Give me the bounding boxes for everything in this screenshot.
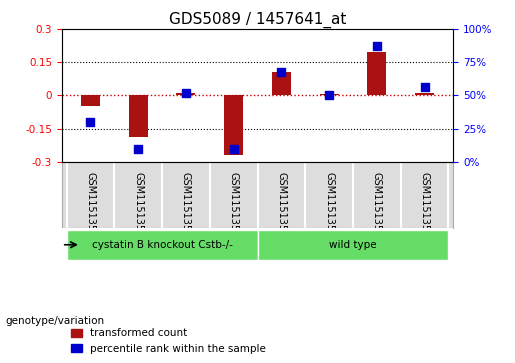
Text: GSM1151352: GSM1151352: [133, 172, 143, 237]
Text: cystatin B knockout Cstb-/-: cystatin B knockout Cstb-/-: [92, 240, 232, 250]
Point: [87, 119, 95, 125]
Title: GDS5089 / 1457641_at: GDS5089 / 1457641_at: [169, 12, 346, 28]
Bar: [367, 52, 386, 95]
Bar: [415, 93, 434, 95]
Text: GSM1151353: GSM1151353: [181, 172, 191, 237]
Text: GSM1151355: GSM1151355: [277, 172, 286, 237]
Point: [373, 44, 381, 49]
Text: genotype/variation: genotype/variation: [5, 316, 104, 326]
FancyBboxPatch shape: [66, 230, 258, 260]
Text: GSM1151356: GSM1151356: [324, 172, 334, 237]
Text: GSM1151358: GSM1151358: [420, 172, 430, 237]
FancyBboxPatch shape: [258, 230, 449, 260]
Point: [420, 85, 428, 90]
Point: [230, 146, 238, 151]
Point: [134, 146, 142, 151]
Text: GSM1151354: GSM1151354: [229, 172, 238, 237]
Bar: [319, 94, 339, 95]
Legend: transformed count, percentile rank within the sample: transformed count, percentile rank withi…: [67, 324, 270, 358]
Bar: [176, 93, 196, 95]
Bar: [129, 95, 148, 138]
Bar: [224, 95, 243, 155]
Text: GSM1151351: GSM1151351: [85, 172, 95, 237]
Bar: [81, 95, 100, 106]
Point: [182, 90, 190, 96]
Text: GSM1151357: GSM1151357: [372, 172, 382, 237]
Point: [277, 69, 285, 74]
Text: wild type: wild type: [329, 240, 377, 250]
Bar: [272, 72, 291, 95]
Point: [325, 93, 333, 98]
